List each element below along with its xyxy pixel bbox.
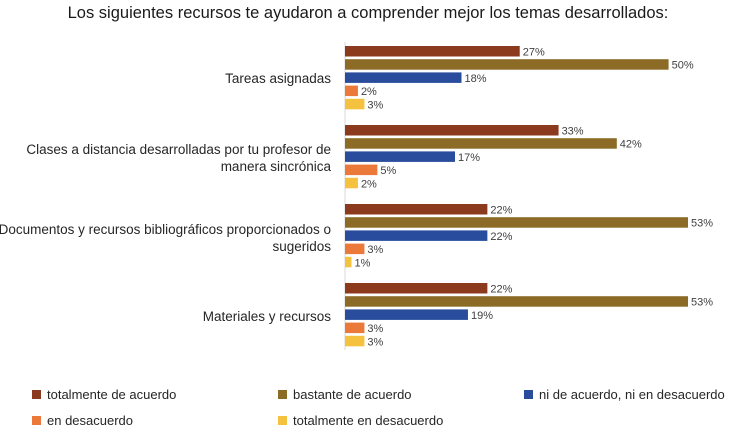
plot-area: 27%50%18%2%3%33%42%17%5%2%22%53%22%3%1%2…	[344, 42, 713, 350]
legend-label: ni de acuerdo, ni en desacuerdo	[539, 387, 725, 402]
bar	[345, 125, 559, 136]
data-label: 53%	[691, 297, 713, 309]
chart-title: Los siguientes recursos te ayudaron a co…	[67, 4, 669, 22]
legend-label: totalmente de acuerdo	[47, 387, 177, 402]
legend-label: totalmente en desacuerdo	[293, 413, 444, 428]
data-label: 22%	[490, 205, 512, 217]
data-label: 2%	[361, 86, 377, 98]
legend-item-totalmente-de-acuerdo: totalmente de acuerdo	[32, 387, 176, 402]
bar	[345, 138, 617, 149]
category-label-materiales: Materiales y recursos	[202, 309, 331, 324]
data-label: 3%	[367, 323, 383, 335]
bar	[345, 151, 456, 162]
bar	[345, 243, 365, 255]
data-label: 50%	[672, 60, 694, 72]
data-label: 19%	[471, 310, 493, 322]
data-label: 18%	[464, 73, 486, 85]
bar	[345, 283, 488, 294]
bar	[345, 98, 365, 110]
bar	[345, 296, 688, 307]
bar	[345, 256, 352, 268]
data-label: 27%	[523, 47, 545, 59]
legend-item-ni-de-acuerdo: ni de acuerdo, ni en desacuerdo	[524, 387, 725, 402]
bar	[345, 230, 488, 241]
bar	[345, 85, 358, 97]
legend-swatch	[278, 416, 287, 425]
legend-item-en-desacuerdo: en desacuerdo	[32, 413, 133, 428]
legend: totalmente de acuerdo bastante de acuerd…	[0, 380, 736, 432]
data-label: 5%	[380, 165, 396, 177]
legend-item-bastante-de-acuerdo: bastante de acuerdo	[278, 387, 412, 402]
bar	[345, 59, 669, 70]
data-label: 53%	[691, 218, 713, 230]
data-label: 1%	[354, 257, 370, 269]
legend-swatch	[32, 390, 41, 399]
bar	[345, 335, 365, 347]
data-label: 2%	[361, 178, 377, 190]
data-label: 22%	[490, 231, 512, 243]
legend-swatch	[524, 390, 533, 399]
data-label: 33%	[562, 126, 584, 138]
bar	[345, 72, 462, 83]
legend-label: bastante de acuerdo	[293, 387, 412, 402]
legend-item-totalmente-en-desacuerdo: totalmente en desacuerdo	[278, 413, 443, 428]
bar	[345, 204, 488, 215]
data-label: 17%	[458, 152, 480, 164]
category-label-documentos: Documentos y recursos bibliográficos pro…	[0, 222, 331, 254]
data-label: 42%	[620, 139, 642, 151]
bar	[345, 164, 378, 176]
data-label: 3%	[367, 244, 383, 256]
category-label-clases: Clases a distancia desarrolladas por tu …	[26, 142, 331, 174]
data-label: 3%	[367, 336, 383, 348]
bar	[345, 217, 688, 228]
data-label: 3%	[367, 99, 383, 111]
bar	[345, 322, 365, 334]
legend-swatch	[32, 416, 41, 425]
legend-label: en desacuerdo	[47, 413, 134, 428]
category-label-tareas: Tareas asignadas	[225, 71, 331, 86]
data-label: 22%	[490, 284, 512, 296]
bar	[345, 46, 520, 57]
bar	[345, 309, 468, 320]
bar	[345, 177, 358, 189]
legend-swatch	[278, 390, 287, 399]
